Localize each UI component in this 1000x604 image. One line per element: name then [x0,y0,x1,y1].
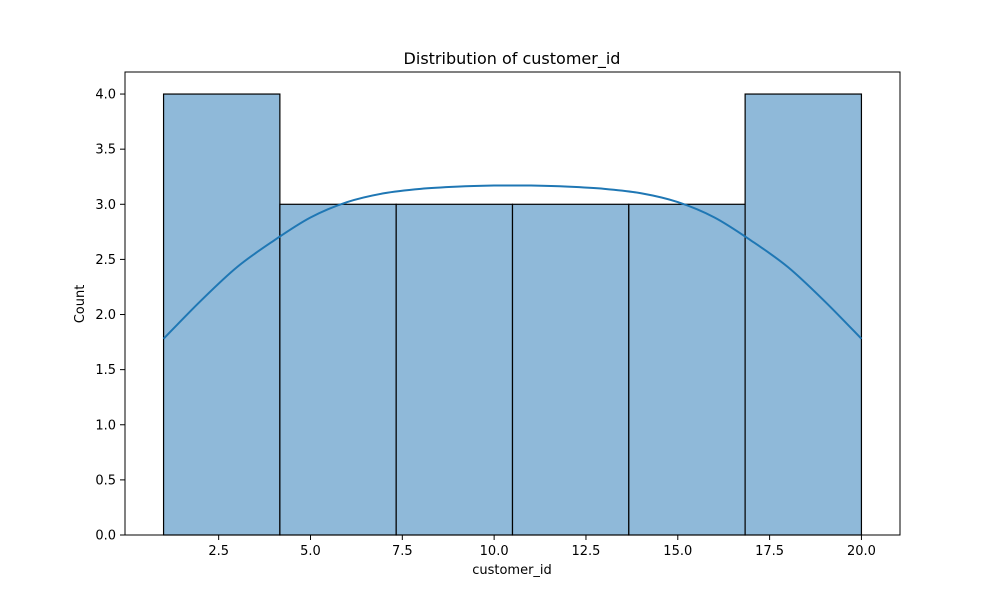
x-tick-label: 15.0 [663,544,692,559]
histogram-bar-6 [744,93,863,536]
y-tick-label: 1.0 [95,418,116,433]
y-axis-ticks: 0.0 0.5 1.0 1.5 2.0 2.5 3.0 3.5 4.0 [95,88,125,544]
bars-layer [162,93,863,536]
y-tick-label: 3.5 [95,143,116,158]
y-tick-label: 2.5 [95,253,116,268]
y-tick-label: 0.0 [95,529,116,544]
plot-frame [124,71,901,536]
x-tick-label: 20.0 [847,544,876,559]
y-tick-label: 3.0 [95,198,116,213]
histogram-bar-2 [279,203,397,536]
x-axis-title: customer_id [472,563,552,578]
x-tick-label: 2.5 [208,544,229,559]
y-tick-label: 0.5 [95,473,116,488]
x-tick-label: 17.5 [755,544,784,559]
kde-line [162,184,863,340]
y-axis-title: Count [73,285,88,324]
histogram-bar-3 [395,203,514,536]
x-axis-ticks: 2.5 5.0 7.5 10.0 12.5 15.0 17.5 20.0 [208,535,876,559]
chart-title: Distribution of customer_id [404,49,621,69]
kde-layer [162,184,863,340]
x-tick-label: 10.0 [480,544,509,559]
x-tick-label: 5.0 [300,544,321,559]
y-tick-label: 2.0 [95,308,116,323]
histogram-bar-5 [628,203,746,536]
x-tick-label: 7.5 [392,544,413,559]
histogram-bar-1 [162,93,281,536]
x-tick-label: 12.5 [571,544,600,559]
histogram-bar-4 [511,203,630,536]
y-tick-label: 1.5 [95,363,116,378]
y-tick-label: 4.0 [95,88,116,103]
